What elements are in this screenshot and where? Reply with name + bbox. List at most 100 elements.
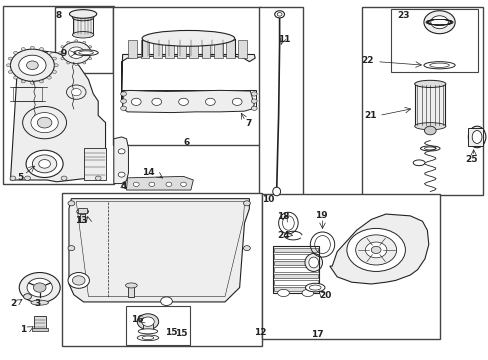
Text: 18: 18 (276, 212, 289, 221)
Circle shape (251, 106, 257, 111)
Text: 6: 6 (183, 138, 190, 147)
Bar (3, 6, 114, 184)
Circle shape (370, 246, 380, 253)
Text: 1: 1 (20, 325, 26, 334)
Text: 8: 8 (55, 11, 61, 20)
Circle shape (121, 99, 126, 103)
Circle shape (24, 176, 30, 180)
Circle shape (47, 51, 51, 54)
Ellipse shape (305, 283, 325, 292)
Ellipse shape (423, 62, 454, 69)
Ellipse shape (471, 131, 481, 143)
Ellipse shape (77, 209, 88, 215)
Text: 20: 20 (318, 291, 330, 300)
Ellipse shape (277, 289, 289, 297)
Text: 23: 23 (396, 11, 409, 20)
Ellipse shape (308, 257, 318, 268)
Circle shape (277, 13, 282, 16)
Bar (273, 280, 317, 285)
Polygon shape (10, 51, 105, 182)
Ellipse shape (272, 187, 280, 196)
Bar (13, 87, 42, 101)
Circle shape (95, 176, 101, 180)
Text: 4: 4 (120, 181, 126, 190)
Bar (272, 246, 318, 293)
Circle shape (10, 176, 16, 180)
Circle shape (75, 40, 78, 42)
Ellipse shape (278, 212, 298, 234)
Text: 24: 24 (277, 231, 289, 240)
Circle shape (180, 182, 186, 186)
Ellipse shape (305, 253, 322, 271)
Bar (201, 40, 210, 58)
Circle shape (430, 16, 447, 29)
Circle shape (47, 76, 51, 79)
Text: 25: 25 (465, 155, 477, 164)
Circle shape (88, 46, 91, 48)
Text: 22: 22 (361, 57, 373, 66)
Circle shape (251, 99, 257, 103)
Bar (141, 40, 149, 58)
Circle shape (68, 273, 89, 288)
Circle shape (39, 159, 50, 168)
Ellipse shape (302, 289, 313, 297)
Bar (143, 321, 153, 330)
Circle shape (59, 51, 61, 54)
Circle shape (82, 62, 85, 64)
Text: 15: 15 (165, 328, 177, 337)
Text: 19: 19 (315, 211, 327, 220)
Circle shape (37, 117, 52, 128)
Circle shape (67, 62, 70, 64)
Circle shape (61, 176, 67, 180)
Circle shape (243, 201, 250, 206)
Bar (80, 212, 85, 222)
Circle shape (22, 107, 66, 139)
Circle shape (21, 48, 25, 50)
Circle shape (137, 314, 158, 329)
Bar (414, 84, 445, 126)
Bar (83, 148, 105, 180)
Circle shape (26, 150, 63, 177)
Circle shape (52, 57, 56, 60)
Ellipse shape (31, 300, 48, 305)
Ellipse shape (79, 51, 93, 54)
Circle shape (251, 92, 257, 96)
Circle shape (40, 80, 43, 83)
Bar (55, 7, 113, 73)
Circle shape (10, 49, 54, 81)
Polygon shape (329, 214, 428, 284)
Text: 12: 12 (253, 328, 266, 337)
Circle shape (40, 48, 43, 50)
Bar (113, 7, 260, 145)
Bar (213, 40, 222, 58)
Ellipse shape (429, 63, 448, 67)
Circle shape (68, 246, 75, 251)
Ellipse shape (74, 50, 98, 55)
Circle shape (346, 228, 405, 271)
Bar (164, 40, 173, 58)
Circle shape (71, 89, 81, 96)
Bar (361, 7, 483, 195)
Bar (153, 40, 161, 58)
Ellipse shape (138, 329, 158, 334)
Bar (122, 90, 255, 108)
Bar (261, 194, 439, 338)
Text: 3: 3 (34, 299, 41, 308)
Ellipse shape (142, 31, 234, 46)
Bar (34, 316, 45, 330)
Ellipse shape (69, 10, 97, 18)
Ellipse shape (125, 283, 137, 288)
Text: 17: 17 (311, 330, 323, 339)
Polygon shape (126, 176, 193, 190)
Polygon shape (69, 199, 249, 302)
Circle shape (165, 182, 171, 186)
Circle shape (30, 81, 34, 84)
Ellipse shape (72, 14, 94, 21)
Ellipse shape (282, 216, 294, 230)
Circle shape (274, 11, 284, 18)
Circle shape (423, 11, 454, 34)
Ellipse shape (414, 123, 445, 130)
Bar (273, 254, 317, 259)
Bar (259, 7, 303, 195)
Bar (125, 306, 189, 345)
